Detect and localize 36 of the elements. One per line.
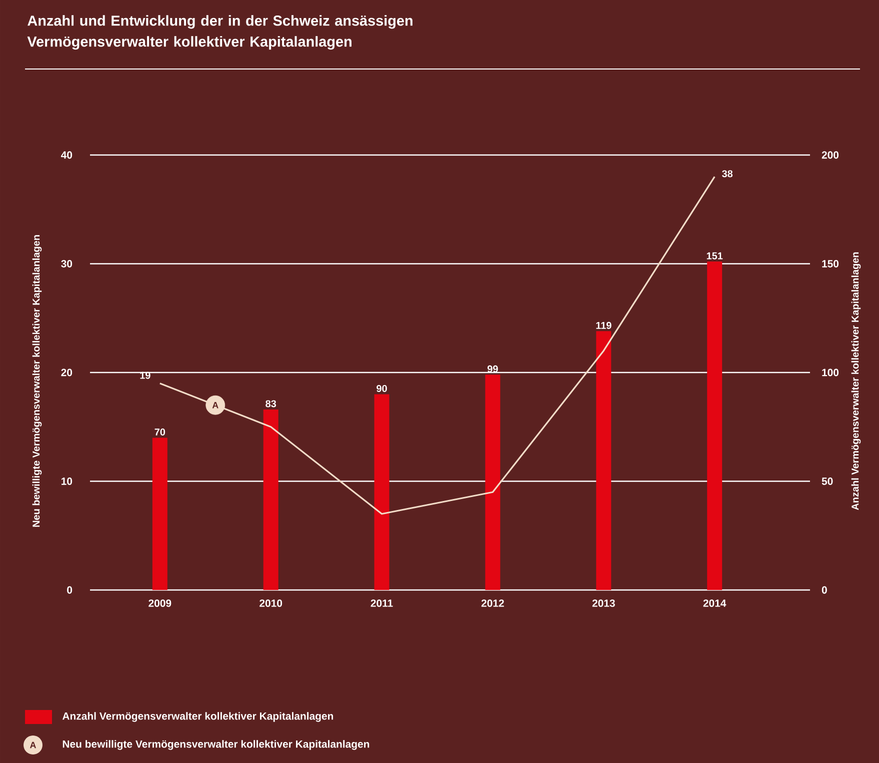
text: A xyxy=(30,742,36,748)
data-label: 90 xyxy=(376,384,387,392)
y2-tick-label: 150 xyxy=(822,260,839,268)
y-tick-label: 20 xyxy=(61,368,72,376)
annotation: A xyxy=(212,402,218,408)
y2-tick-label: 50 xyxy=(822,478,833,485)
y-axis-title: Neu bewilligte Vermögensverwalter kollektiver Kapitalanlagen xyxy=(32,235,42,527)
legend-label: Anzahl Vermögensverwalter kollektiver Kapitalanlagen xyxy=(62,712,334,722)
legend-label: Neu bewilligte Vermögensverwalter kollektiver Kapitalanlagen xyxy=(62,740,370,750)
bar xyxy=(707,262,722,590)
y-tick-label: 30 xyxy=(61,260,72,268)
data-label: 119 xyxy=(596,322,612,329)
y-tick-label: 0 xyxy=(67,586,72,594)
bar xyxy=(596,331,612,590)
x-tick-label: 2014 xyxy=(703,600,726,607)
y2-axis-title: Anzahl Vermögensverwalter kollektiver Kapitalanlagen xyxy=(851,252,861,510)
chart-title: Anzahl und Entwicklung der in der Schweiz ansässigen Vermögensverwalter kollektiver Kapitalanlagen xyxy=(27,15,412,50)
y2-tick-label: 0 xyxy=(822,586,827,594)
bar xyxy=(152,438,168,590)
data-label: 70 xyxy=(154,428,166,436)
x-tick-label: 2011 xyxy=(370,600,393,607)
x-tick-label: 2010 xyxy=(260,600,282,607)
bar xyxy=(374,394,390,590)
y-tick-label: 10 xyxy=(62,478,72,485)
data-label: 38 xyxy=(722,170,733,178)
y-tick-label: 40 xyxy=(61,151,72,159)
x-tick-label: 2012 xyxy=(481,600,504,607)
x-tick-label: 2013 xyxy=(592,600,615,607)
bar xyxy=(485,374,500,590)
bar xyxy=(263,409,278,590)
y2-tick-label: 100 xyxy=(822,368,839,376)
data-label: 151 xyxy=(706,252,723,260)
data-label: 83 xyxy=(266,400,276,408)
y2-tick-label: 200 xyxy=(822,151,839,159)
data-label: 99 xyxy=(488,365,498,372)
x-tick-label: 2009 xyxy=(148,600,172,607)
